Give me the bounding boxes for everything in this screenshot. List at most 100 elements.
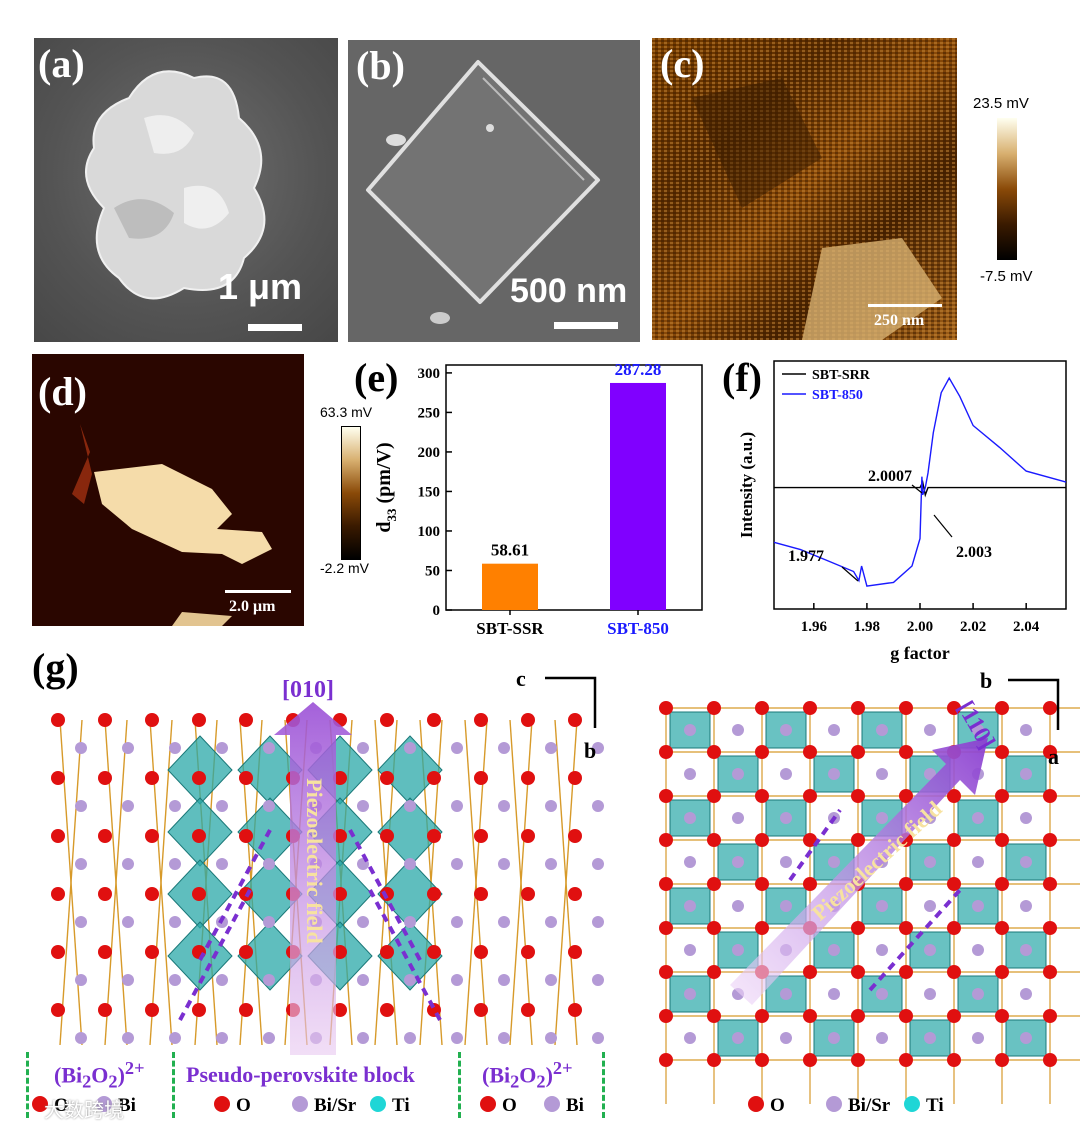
g-axis-lines-right — [1008, 678, 1060, 730]
g-atom-bi — [404, 800, 416, 812]
g-atom-o — [851, 921, 865, 935]
g-atom-bi — [828, 1032, 840, 1044]
g-legend-swatch — [292, 1096, 308, 1112]
f-annotation: 1.977 — [788, 548, 824, 565]
g-atom-o — [51, 713, 65, 727]
panel-d-pfm-map: (d) 2.0 μm — [32, 354, 304, 626]
f-xtick-label: 1.98 — [854, 619, 880, 635]
f-annotation: 2.0007 — [868, 468, 912, 485]
g-atom-o — [1043, 921, 1057, 935]
g-atom-o — [568, 887, 582, 901]
e-value-label: 287.28 — [615, 360, 662, 379]
e-category-label: SBT-850 — [607, 619, 669, 638]
g-axis-right-b: b — [980, 668, 993, 693]
g-divider-2 — [172, 1052, 175, 1118]
g-atom-bi — [924, 1032, 936, 1044]
g-atom-bi — [263, 742, 275, 754]
g-atom-bi — [592, 858, 604, 870]
g-atom-bi — [684, 812, 696, 824]
g-atom-o — [192, 771, 206, 785]
g-dashed-arrow — [348, 829, 422, 961]
g-atom-bi — [924, 900, 936, 912]
g-atom-bi — [972, 1032, 984, 1044]
g-atom-bi — [684, 856, 696, 868]
g-atom-o — [98, 1003, 112, 1017]
g-atom-bi — [684, 988, 696, 1000]
g-atom-o — [239, 771, 253, 785]
panel-b-sem: (b) 500 nm — [348, 40, 640, 342]
g-atom-bi — [404, 858, 416, 870]
g-atom-o — [521, 771, 535, 785]
g-atom-o — [145, 1003, 159, 1017]
g-atom-o — [803, 965, 817, 979]
g-atom-bi — [357, 1032, 369, 1044]
g-atom-bi — [216, 974, 228, 986]
e-ytick-label: 100 — [418, 524, 441, 540]
g-atom-o — [1043, 745, 1057, 759]
g-atom-bi — [357, 974, 369, 986]
g-atom-bi — [780, 856, 792, 868]
g-atom-o — [803, 877, 817, 891]
g-atom-bi — [732, 768, 744, 780]
panel-a-sem: (a) 1 μm — [34, 38, 338, 342]
g-octahedron — [717, 931, 759, 969]
g-atom-bi — [876, 988, 888, 1000]
g-atom-o — [755, 1009, 769, 1023]
g-atom-o — [51, 829, 65, 843]
g-atom-bi — [404, 916, 416, 928]
g-legend-swatch — [748, 1096, 764, 1112]
g-atom-bi — [263, 1032, 275, 1044]
g-atom-o — [899, 745, 913, 759]
g-atom-bi — [216, 1032, 228, 1044]
g-atom-o — [1043, 965, 1057, 979]
g-atom-o — [427, 771, 441, 785]
g-atom-bi — [972, 900, 984, 912]
g-atom-o — [98, 887, 112, 901]
g-atom-o — [239, 829, 253, 843]
panel-a-scale-bar — [248, 324, 302, 331]
g-atom-bi — [122, 916, 134, 928]
g-atom-bi — [828, 944, 840, 956]
g-atom-bi — [122, 800, 134, 812]
g-atom-bi — [924, 768, 936, 780]
panel-c-cbar-min: -7.5 mV — [980, 268, 1033, 285]
g-atom-o — [755, 745, 769, 759]
g-atom-o — [659, 877, 673, 891]
panel-d-scale-bar — [225, 590, 291, 593]
g-atom-bi — [169, 974, 181, 986]
g-dashed-arrow — [868, 888, 962, 992]
g-legend-swatch — [32, 1096, 48, 1112]
e-bar — [610, 382, 666, 610]
e-bar — [482, 563, 538, 610]
g-atom-o — [899, 965, 913, 979]
g-atom-o — [755, 921, 769, 935]
g-atom-o — [851, 833, 865, 847]
g-field-arrow-010 — [274, 702, 352, 1055]
g-atom-bi — [924, 944, 936, 956]
g-atom-bi — [1020, 1032, 1032, 1044]
f-xtick-label: 2.00 — [907, 619, 933, 635]
g-atom-o — [995, 745, 1009, 759]
g-atom-bi — [684, 900, 696, 912]
g-atom-bi — [404, 742, 416, 754]
panel-c-scale-text: 250 nm — [874, 312, 925, 329]
g-atom-o — [851, 701, 865, 715]
g-atom-bi — [498, 1032, 510, 1044]
g-atom-bi — [972, 812, 984, 824]
g-atom-bi — [828, 724, 840, 736]
g-atom-o — [899, 921, 913, 935]
g-atom-bi — [545, 974, 557, 986]
g-atom-bi — [122, 974, 134, 986]
g-block-right: (Bi2O2)2+ — [482, 1058, 573, 1092]
g-atom-bi — [1020, 724, 1032, 736]
g-atom-bi — [1020, 856, 1032, 868]
g-atom-bi — [592, 916, 604, 928]
g-atom-o — [707, 701, 721, 715]
panel-b-scale-text: 500 nm — [510, 272, 628, 310]
g-atom-bi — [876, 812, 888, 824]
f-xtick-label: 2.04 — [1013, 619, 1040, 635]
g-dir-left: [010] — [282, 677, 334, 703]
panel-d-colorbar — [341, 426, 361, 560]
g-atom-o — [803, 1009, 817, 1023]
panel-g-crystal-structures — [51, 676, 1080, 1104]
